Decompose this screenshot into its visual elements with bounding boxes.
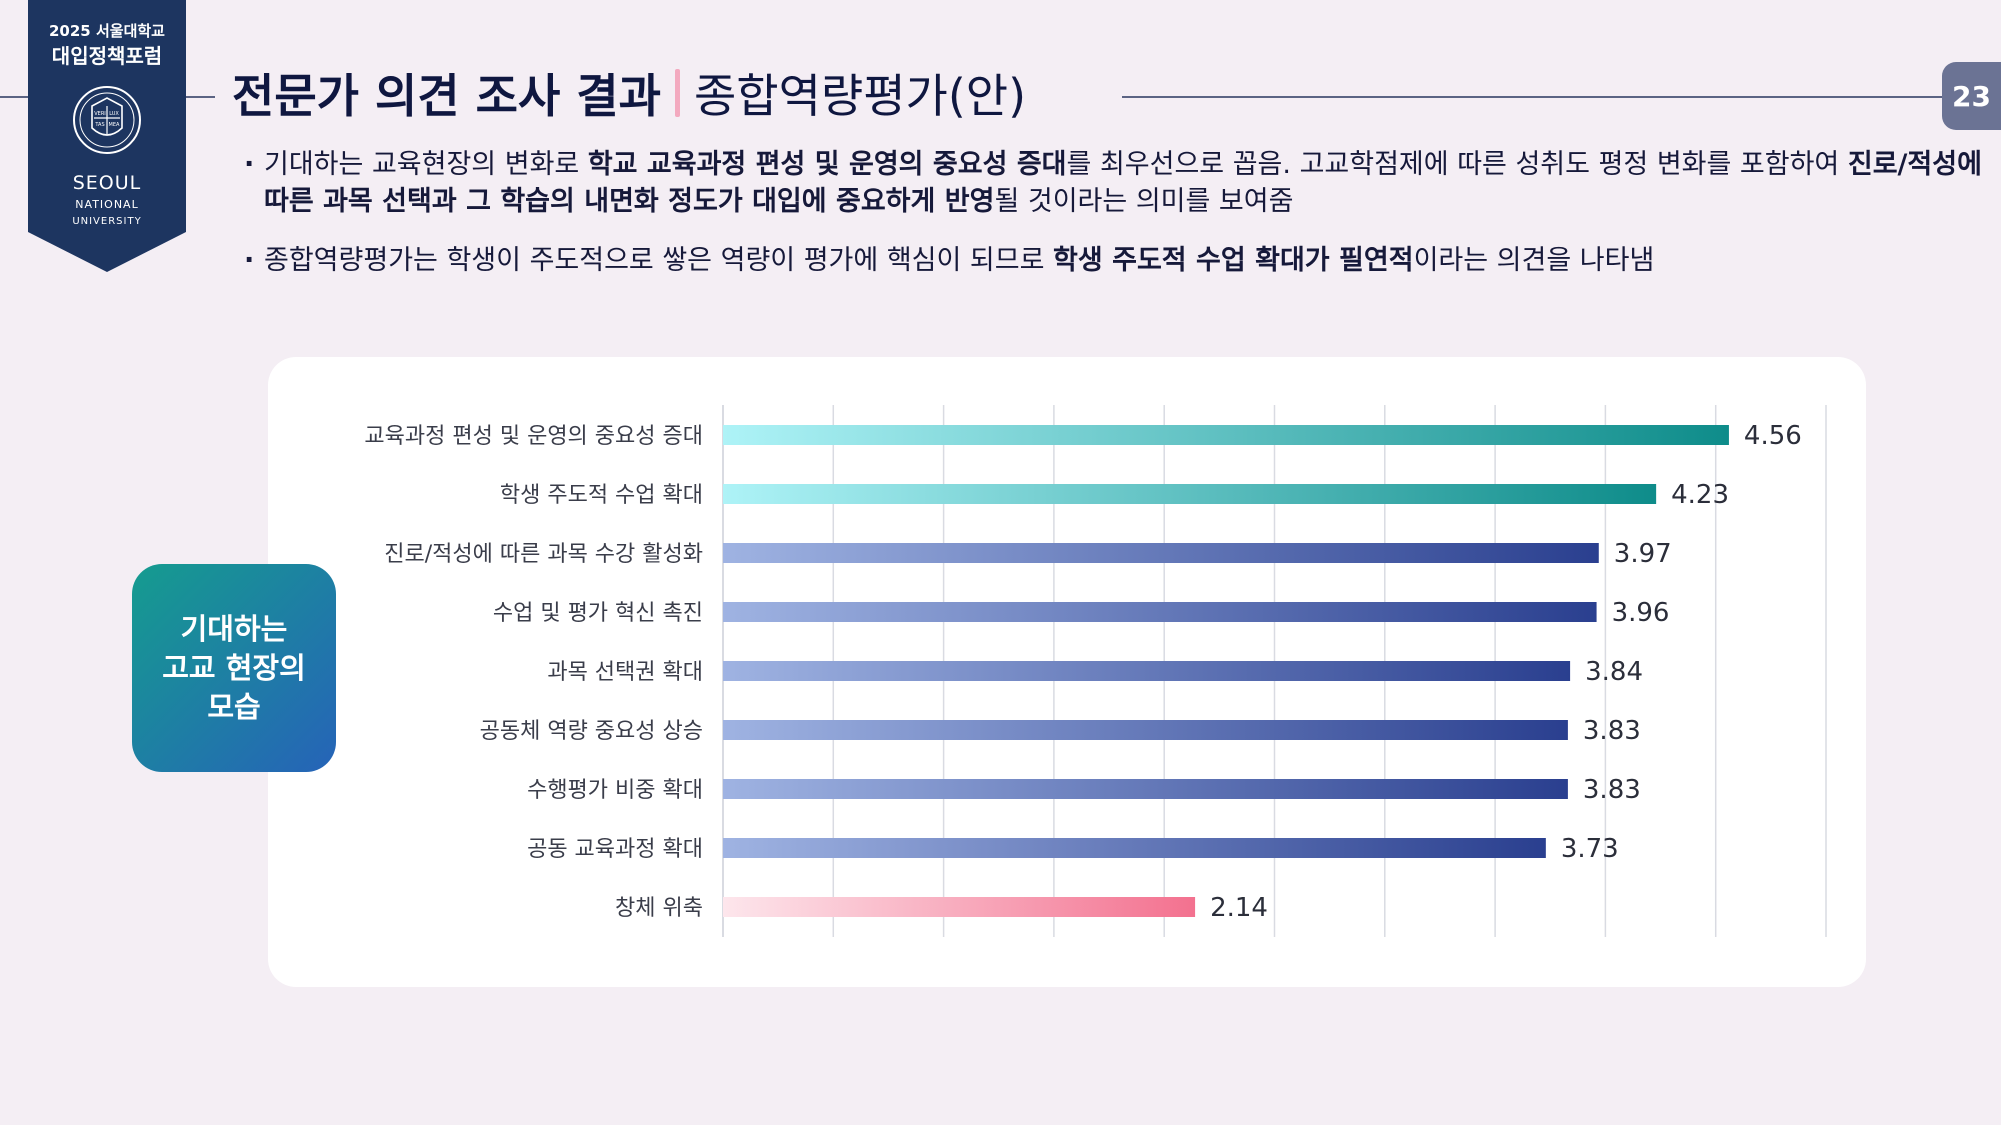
- bar: [723, 484, 1657, 504]
- bar: [723, 897, 1196, 917]
- logo-university: UNIVERSITY: [72, 216, 142, 227]
- bar: [723, 425, 1729, 445]
- side-label-box: 기대하는 고교 현장의 모습: [132, 564, 336, 772]
- page-title: 전문가 의견 조사 결과 종합역량평가(안): [232, 60, 1026, 126]
- bullet-text: 를 최우선으로 꼽음. 고교학점제에 따른 성취도 평정 변화를 포함하여: [1066, 149, 1848, 180]
- bar: [723, 779, 1568, 799]
- seal-text-2: LUX: [109, 111, 119, 117]
- bar: [723, 602, 1597, 622]
- bar: [723, 838, 1546, 858]
- bullet-text: 될 것이라는 의미를 보여줌: [994, 186, 1294, 217]
- bullet-emphasis: 진로/적성에 따른 과목 선택과 그 학습의 내면화 정도가 대입에 중요하게 …: [264, 149, 1982, 217]
- bullet-item: 종합역량평가는 학생이 주도적으로 쌓은 역량이 평가에 핵심이 되므로 학생 …: [244, 242, 1984, 279]
- value-label: 3.96: [1612, 598, 1670, 628]
- chart-card: 교육과정 편성 및 운영의 중요성 증대 4.56 학생 주도적 수업 확대 4.23…: [268, 357, 1866, 987]
- bullet-emphasis: 학생 주도적 수업 확대가 필연적: [1053, 245, 1414, 276]
- category-label: 교육과정 편성 및 운영의 중요성 증대: [364, 424, 703, 449]
- bullet-item: 기대하는 교육현장의 변화로 학교 교육과정 편성 및 운영의 중요성 증대를 …: [244, 146, 1984, 220]
- title-separator: [674, 69, 680, 117]
- bar: [723, 543, 1599, 563]
- value-label: 4.23: [1671, 480, 1729, 510]
- category-label: 학생 주도적 수업 확대: [500, 483, 703, 508]
- page-title-main: 전문가 의견 조사 결과: [232, 69, 661, 123]
- bar: [723, 720, 1568, 740]
- page-number-tab: 23: [1942, 62, 2001, 130]
- category-label: 창체 위축: [615, 896, 703, 921]
- value-label: 3.84: [1585, 657, 1643, 687]
- value-label: 3.97: [1614, 539, 1672, 569]
- bar: [723, 661, 1571, 681]
- bullet-emphasis: 학교 교육과정 편성 및 운영의 중요성 증대: [587, 149, 1067, 180]
- bar-chart: 교육과정 편성 및 운영의 중요성 증대 4.56 학생 주도적 수업 확대 4.23…: [364, 405, 1827, 937]
- value-label: 3.83: [1583, 716, 1641, 746]
- summary-bullets: 기대하는 교육현장의 변화로 학교 교육과정 편성 및 운영의 중요성 증대를 …: [244, 146, 1984, 301]
- page-title-sub: 종합역량평가(안): [693, 69, 1027, 123]
- value-label: 3.73: [1561, 834, 1619, 864]
- side-label-line-1: 기대하는: [180, 611, 288, 646]
- seal-text-4: MEA: [109, 122, 120, 128]
- header-rule-right: [1122, 96, 1952, 98]
- side-label-line-3: 모습: [207, 689, 261, 724]
- category-label: 수행평가 비중 확대: [527, 778, 703, 803]
- page-number: 23: [1952, 79, 1991, 113]
- category-label: 공동체 역량 중요성 상승: [480, 719, 703, 744]
- seal-icon: VERI LUX TAS MEA: [73, 86, 141, 154]
- bullet-text: 이라는 의견을 나타냄: [1413, 245, 1655, 276]
- logo-forum-label: 대입정책포럼: [51, 44, 163, 68]
- logo-national: NATIONAL: [75, 198, 139, 211]
- side-label-line-2: 고교 현장의: [162, 650, 306, 685]
- logo-year-label: 2025 서울대학교: [49, 22, 165, 40]
- seal-text-3: TAS: [94, 122, 104, 128]
- category-label: 공동 교육과정 확대: [527, 837, 703, 862]
- seal-text-1: VERI: [94, 111, 106, 117]
- value-label: 4.56: [1744, 421, 1802, 451]
- logo-banner-shape: [28, 0, 186, 272]
- bullet-text: 종합역량평가는 학생이 주도적으로 쌓은 역량이 평가에 핵심이 되므로: [264, 245, 1054, 276]
- bullet-text: 기대하는 교육현장의 변화로: [264, 149, 588, 180]
- category-label: 진로/적성에 따른 과목 수강 활성화: [384, 542, 703, 567]
- category-label: 수업 및 평가 혁신 촉진: [493, 601, 703, 626]
- value-label: 2.14: [1210, 893, 1268, 923]
- category-label: 과목 선택권 확대: [547, 660, 703, 685]
- logo-seoul: SEOUL: [72, 172, 142, 194]
- university-logo-banner: 2025 서울대학교 대입정책포럼 VERI LUX TAS MEA SEOUL…: [28, 0, 186, 272]
- value-label: 3.83: [1583, 775, 1641, 805]
